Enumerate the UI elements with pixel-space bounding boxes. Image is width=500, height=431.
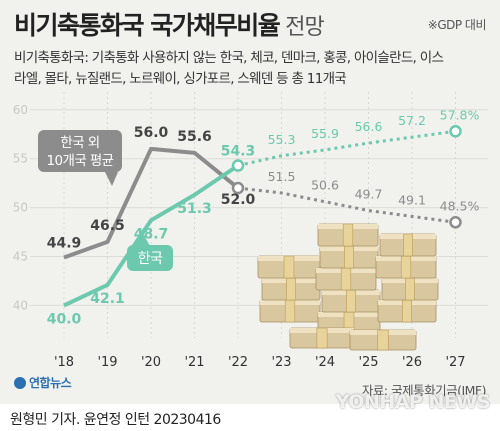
data-label: 56.0: [134, 125, 169, 141]
x-tick-label: '20: [141, 355, 161, 370]
x-tick-label: '22: [228, 355, 248, 370]
series-line-projection: [237, 186, 456, 224]
money-band: [342, 223, 354, 247]
y-tick-label: 50: [13, 201, 28, 215]
money-band: [344, 245, 354, 269]
series-line-actual: [63, 146, 240, 260]
legend-korea-callout: 한국: [127, 232, 173, 271]
legend-other-callout: 한국 외 10개국 평균: [38, 130, 122, 186]
money-band: [340, 267, 352, 291]
credit-line: 원형민 기자. 윤연정 인턴 20230416: [10, 412, 221, 428]
data-point: [231, 181, 245, 195]
x-axis: '18 '19 '20 '21 '22 '23 '24 '25 '26 '27: [54, 355, 466, 370]
y-tick-label: 45: [13, 250, 28, 264]
data-label: 48.5%: [440, 198, 480, 213]
x-tick-label: '25: [358, 355, 378, 370]
source-note: 자료: 국제통화기금(IMF): [361, 383, 487, 398]
brand-icon: [14, 377, 26, 389]
x-tick-label: '26: [402, 355, 422, 370]
data-label: 57.2: [398, 113, 426, 128]
y-tick-label: 60: [13, 103, 28, 117]
data-point: [231, 159, 245, 172]
data-label: 55.6: [177, 129, 212, 145]
svg-text:한국: 한국: [138, 251, 163, 267]
x-tick-label: '27: [445, 355, 465, 370]
money-band: [377, 329, 389, 351]
money-band: [400, 255, 412, 279]
series-line-projection: [237, 129, 456, 168]
series-line-actual: [63, 163, 240, 308]
brand-logo: 연합뉴스: [14, 374, 72, 391]
data-labels: 44.9 46.5 56.0 55.6 52.0 51.5 50.6 49.7 49.1 48.5…: [47, 107, 480, 327]
svg-text:한국 외: 한국 외: [60, 135, 99, 151]
description: 비기축통화국: 기축통화 사용하지 않는 한국, 체코, 덴마크, 홍콩, 아이…: [14, 50, 444, 87]
y-tick-label: 55: [13, 152, 28, 166]
money-stack-illustration: [257, 223, 439, 351]
x-tick-label: '19: [97, 355, 117, 370]
data-label: 51.5: [268, 169, 296, 184]
money-band: [405, 277, 415, 301]
data-point: [449, 216, 462, 229]
data-label: 55.9: [311, 126, 339, 141]
data-label: 52.0: [221, 192, 256, 208]
x-tick-label: '23: [271, 355, 291, 370]
data-point: [449, 125, 462, 138]
x-tick-label: '18: [54, 355, 74, 370]
svg-text:10개국 평균: 10개국 평균: [47, 153, 114, 169]
chart-title-sub: 전망: [285, 15, 324, 40]
data-label: 50.6: [311, 178, 339, 193]
data-label: 55.3: [268, 132, 296, 147]
data-label: 40.0: [47, 311, 82, 327]
money-band: [403, 233, 413, 257]
x-tick-label: '21: [184, 355, 204, 370]
x-tick-label: '24: [315, 355, 335, 370]
data-label: 57.8%: [440, 107, 480, 122]
data-label: 51.3: [177, 201, 212, 217]
data-label: 44.9: [47, 236, 82, 252]
data-label: 46.5: [90, 218, 125, 234]
money-band: [283, 255, 295, 279]
data-label: 56.6: [355, 119, 383, 134]
money-band: [286, 277, 296, 301]
y-tick-label: 40: [13, 298, 28, 312]
series-lines: [63, 129, 456, 308]
watermark: YONHAP NEWS: [335, 391, 491, 413]
money-band: [402, 299, 412, 323]
money-band: [316, 327, 328, 349]
data-label: 54.3: [221, 144, 256, 160]
data-label: 49.1: [398, 192, 426, 207]
money-band: [346, 289, 356, 313]
data-label: 49.7: [355, 187, 383, 202]
series-points: [231, 125, 462, 229]
credit-bar: [0, 404, 500, 431]
money-band: [284, 299, 296, 323]
chart-title: 비기축통화국 국가채무비율 전망: [14, 11, 325, 40]
data-label: 42.1: [90, 291, 125, 307]
unit-note: ※GDP 대비: [427, 18, 487, 32]
